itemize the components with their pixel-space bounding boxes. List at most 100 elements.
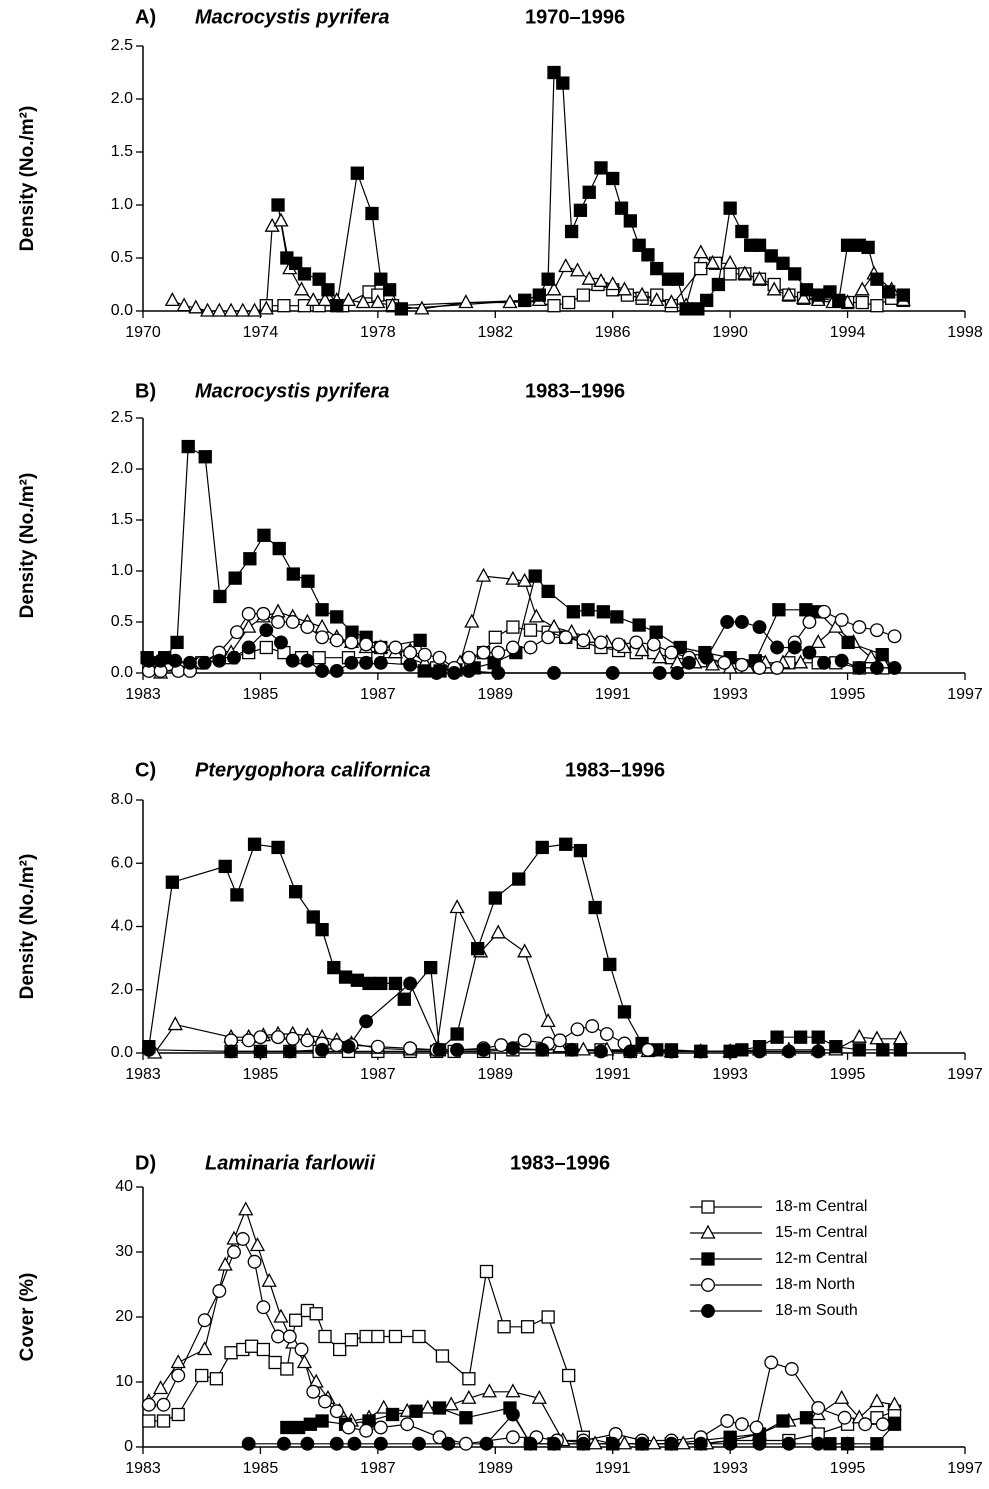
marker-triangle — [517, 943, 533, 958]
marker-circle — [271, 615, 285, 629]
marker-circle — [664, 1436, 679, 1451]
marker-triangle — [704, 254, 721, 269]
marker-square — [382, 283, 397, 297]
marker-circle — [505, 1407, 520, 1422]
marker-square — [614, 201, 629, 215]
marker-circle — [770, 640, 785, 655]
marker-circle — [344, 655, 359, 670]
marker-square — [870, 299, 884, 313]
x-tick-label: 1982 — [477, 324, 513, 341]
marker-circle — [359, 655, 374, 670]
marker-circle — [306, 1384, 321, 1399]
marker-square — [632, 618, 646, 632]
marker-circle — [852, 620, 867, 635]
marker-square — [312, 272, 326, 286]
marker-square — [832, 293, 846, 308]
y-tick-label: 4.0 — [111, 918, 133, 935]
marker-square — [887, 1417, 902, 1431]
marker-square — [870, 272, 884, 286]
marker-circle — [476, 1042, 491, 1057]
marker-triangle — [528, 608, 544, 623]
marker-square — [764, 249, 778, 263]
marker-circle — [341, 1420, 356, 1435]
marker-square — [896, 288, 910, 302]
panel: D) Laminaria farlowii 1983–1996 Cover (%) 0 1… — [17, 1152, 983, 1477]
marker-triangle — [581, 270, 597, 285]
marker-circle — [373, 640, 388, 655]
marker-square — [811, 1030, 825, 1044]
marker-circle — [300, 1033, 315, 1048]
marker-circle — [869, 623, 884, 638]
marker-square — [301, 574, 315, 588]
marker-square — [289, 1313, 303, 1327]
marker-circle — [271, 1030, 285, 1045]
marker-square — [564, 224, 579, 239]
marker-triangle — [170, 1354, 186, 1369]
marker-triangle — [646, 1435, 662, 1450]
marker-circle — [227, 650, 241, 665]
x-tick-label: 1983 — [125, 686, 161, 703]
marker-circle — [576, 633, 591, 648]
marker-square — [394, 302, 408, 316]
marker-circle — [547, 1436, 561, 1451]
marker-circle — [229, 625, 244, 640]
y-tick-label: 0.5 — [111, 613, 133, 630]
marker-triangle — [616, 1435, 633, 1450]
marker-triangle — [663, 294, 680, 309]
marker-triangle — [793, 654, 809, 669]
x-tick-label: 1987 — [360, 1066, 396, 1083]
marker-square — [156, 1414, 171, 1428]
marker-circle — [693, 1436, 708, 1451]
marker-square — [700, 293, 714, 308]
marker-triangle — [273, 212, 289, 227]
marker-triangle — [355, 294, 371, 309]
x-tick-label: 1986 — [595, 324, 631, 341]
marker-circle — [840, 1436, 855, 1451]
marker-square — [397, 992, 411, 1006]
legend-label: 15-m Central — [775, 1224, 867, 1241]
marker-triangle — [605, 276, 621, 291]
y-axis-label: Density (No./m²) — [17, 106, 38, 252]
marker-square — [409, 1404, 423, 1418]
marker-circle — [300, 653, 315, 668]
marker-square — [224, 1346, 238, 1360]
marker-triangle — [293, 281, 310, 296]
marker-circle — [400, 1417, 415, 1432]
marker-circle — [646, 637, 661, 652]
marker-square — [277, 299, 291, 313]
marker-square — [723, 267, 737, 281]
marker-square — [861, 240, 875, 255]
marker-square — [289, 885, 303, 899]
marker-circle — [605, 1436, 620, 1451]
marker-square — [852, 1043, 866, 1057]
marker-square — [259, 640, 273, 655]
marker-square — [670, 272, 684, 286]
marker-circle — [168, 653, 183, 668]
marker-circle — [156, 1397, 171, 1412]
y-tick-label: 2.0 — [111, 981, 133, 998]
panel: B) Macrocystis pyrifera 1983–1996 Density (… — [17, 380, 983, 703]
y-tick-label: 0.0 — [111, 302, 133, 319]
marker-triangle — [211, 302, 227, 317]
marker-triangle — [188, 299, 204, 314]
x-tick-label: 1983 — [125, 1460, 161, 1477]
marker-square — [588, 900, 602, 915]
marker-square — [556, 76, 570, 90]
marker-circle — [670, 666, 685, 680]
marker-square — [385, 1407, 400, 1422]
x-tick-label: 1991 — [595, 1460, 631, 1477]
x-tick-label: 1985 — [243, 1460, 279, 1477]
marker-square — [603, 957, 617, 972]
marker-circle — [429, 666, 444, 680]
y-tick-label: 0.0 — [111, 664, 133, 681]
marker-square — [876, 1043, 890, 1057]
marker-circle — [517, 1033, 532, 1048]
marker-triangle — [241, 618, 257, 633]
marker-circle — [717, 655, 732, 670]
marker-triangle — [317, 292, 333, 307]
panel-label: B) — [135, 380, 156, 402]
marker-circle — [781, 1436, 796, 1451]
marker-square — [165, 875, 180, 889]
marker-circle — [282, 1329, 297, 1344]
marker-square — [799, 283, 814, 297]
